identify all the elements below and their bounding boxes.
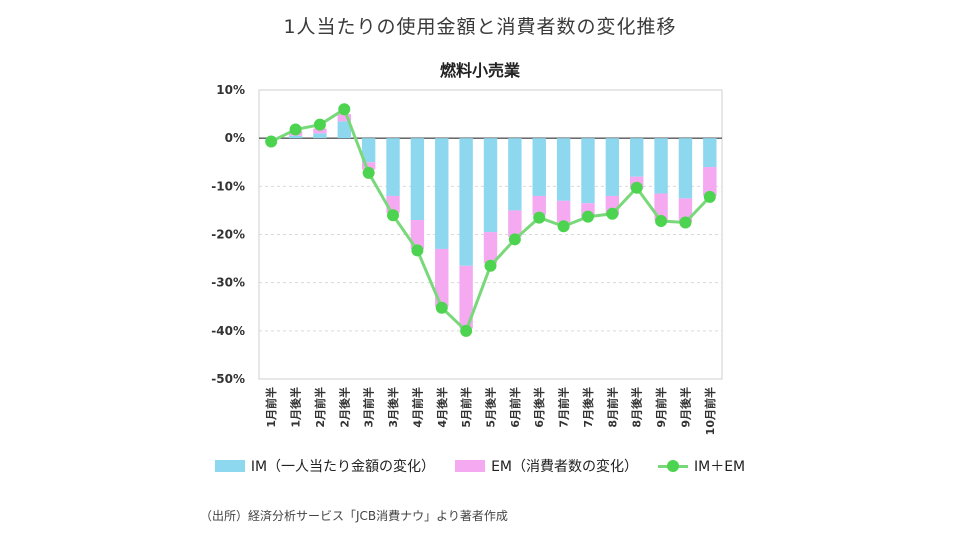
x-tick-label: 8月後半 bbox=[630, 387, 644, 428]
x-tick-label: 3月後半 bbox=[386, 387, 400, 428]
data-point-total bbox=[533, 211, 546, 224]
bar-em bbox=[459, 265, 473, 329]
data-point-total bbox=[557, 220, 570, 233]
x-tick-label: 10月前半 bbox=[703, 387, 717, 435]
page-title: 1人当たりの使用金額と消費者数の変化推移 bbox=[283, 16, 677, 38]
legend-label-total: IM＋EM bbox=[694, 459, 746, 475]
bar-im bbox=[678, 138, 693, 199]
x-tick-label: 4月前半 bbox=[410, 387, 424, 428]
x-tick-label: 1月前半 bbox=[264, 387, 278, 428]
bar-im bbox=[337, 121, 351, 139]
bar-im bbox=[410, 138, 425, 221]
bar-em bbox=[678, 198, 693, 223]
bar-im bbox=[556, 138, 571, 201]
data-point-total bbox=[387, 209, 400, 222]
x-tick-label: 3月前半 bbox=[362, 387, 376, 428]
bar-im bbox=[654, 138, 668, 194]
data-point-total bbox=[313, 118, 326, 131]
bar-im bbox=[459, 138, 473, 266]
x-tick-label: 9月前半 bbox=[654, 387, 668, 428]
y-tick-label: 10% bbox=[216, 83, 245, 97]
bar-im bbox=[361, 138, 376, 163]
y-tick-label: -50% bbox=[211, 372, 245, 386]
bar-em bbox=[410, 220, 425, 249]
bar-im bbox=[703, 138, 717, 168]
data-point-total bbox=[435, 301, 448, 314]
x-tick-label: 5月後半 bbox=[484, 387, 498, 428]
bar-em bbox=[313, 128, 327, 134]
legend-swatch-im bbox=[214, 460, 245, 472]
bar-em bbox=[337, 114, 351, 122]
chart-title: 燃料小売業 bbox=[439, 61, 520, 80]
data-point-total bbox=[460, 324, 473, 337]
bar-em bbox=[508, 210, 522, 237]
data-point-total bbox=[265, 135, 278, 148]
x-tick-label: 4月後半 bbox=[435, 387, 449, 428]
legend-item-total: IM＋EM bbox=[658, 456, 745, 476]
data-point-total bbox=[484, 259, 497, 272]
data-point-total bbox=[581, 210, 594, 223]
y-tick-label: -20% bbox=[211, 228, 245, 242]
x-tick-label: 1月後半 bbox=[289, 387, 303, 428]
bar-em bbox=[556, 200, 571, 223]
data-point-total bbox=[411, 244, 424, 257]
data-point-total bbox=[362, 166, 375, 179]
legend-swatch-total bbox=[658, 460, 688, 472]
data-point-total bbox=[289, 123, 302, 136]
bar-im bbox=[630, 138, 644, 177]
bar-im bbox=[386, 138, 400, 196]
bar-im bbox=[313, 133, 327, 139]
data-point-total bbox=[508, 233, 521, 246]
bar-im bbox=[581, 138, 595, 204]
legend-item-im: IM（一人当たり金額の変化） bbox=[214, 456, 436, 476]
chart-legend: IM（一人当たり金額の変化） EM（消費者数の変化） IM＋EM bbox=[0, 456, 960, 476]
bar-im bbox=[435, 138, 449, 249]
bar-em bbox=[703, 167, 717, 196]
x-tick-label: 9月後半 bbox=[678, 387, 692, 428]
data-point-total bbox=[655, 215, 668, 228]
legend-label-em: EM（消費者数の変化） bbox=[491, 459, 638, 475]
bar-em bbox=[483, 232, 498, 264]
bar-im bbox=[483, 138, 498, 233]
source-note: （出所）経済分析サービス「JCB消費ナウ」より著者作成 bbox=[200, 509, 508, 523]
x-tick-label: 7月前半 bbox=[557, 387, 571, 428]
x-tick-label: 7月後半 bbox=[581, 387, 595, 428]
legend-label-im: IM（一人当たり金額の変化） bbox=[250, 459, 436, 475]
bar-em bbox=[654, 193, 668, 221]
bar-im bbox=[508, 138, 522, 211]
x-tick-label: 5月前半 bbox=[459, 387, 473, 428]
x-tick-label: 6月前半 bbox=[508, 387, 522, 428]
y-tick-label: -10% bbox=[211, 179, 245, 193]
x-tick-label: 8月前半 bbox=[605, 387, 619, 428]
bar-em bbox=[532, 195, 546, 216]
x-tick-label: 2月後半 bbox=[337, 387, 351, 428]
y-tick-label: 0% bbox=[225, 131, 245, 145]
x-tick-label: 6月後半 bbox=[532, 387, 546, 428]
x-tick-label: 2月前半 bbox=[313, 387, 327, 428]
legend-swatch-em bbox=[455, 460, 486, 472]
data-point-total bbox=[606, 207, 619, 220]
legend-item-em: EM（消費者数の変化） bbox=[455, 456, 638, 476]
y-tick-label: -30% bbox=[211, 276, 245, 290]
bar-im bbox=[605, 138, 620, 196]
data-point-total bbox=[630, 181, 643, 194]
bar-em bbox=[435, 248, 449, 307]
data-point-total bbox=[338, 103, 351, 116]
data-point-total bbox=[703, 190, 716, 203]
bar-im bbox=[532, 138, 546, 196]
bar-em bbox=[361, 162, 376, 170]
y-tick-label: -40% bbox=[211, 324, 245, 338]
data-point-total bbox=[679, 216, 692, 229]
bar-im bbox=[288, 135, 303, 139]
